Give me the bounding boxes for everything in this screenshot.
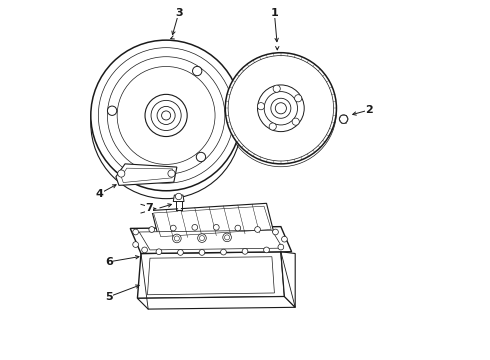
Circle shape <box>199 249 205 255</box>
Polygon shape <box>137 252 285 298</box>
Circle shape <box>156 249 162 255</box>
Circle shape <box>272 229 278 235</box>
Circle shape <box>177 249 183 255</box>
Polygon shape <box>116 164 177 185</box>
Circle shape <box>91 48 242 199</box>
Polygon shape <box>152 203 274 239</box>
Circle shape <box>214 225 219 230</box>
Polygon shape <box>139 230 283 250</box>
Circle shape <box>168 170 175 177</box>
Circle shape <box>149 226 155 232</box>
Polygon shape <box>137 297 295 309</box>
Text: 7: 7 <box>145 203 153 213</box>
Text: 3: 3 <box>175 8 182 18</box>
Circle shape <box>257 103 265 110</box>
Circle shape <box>157 107 175 125</box>
Circle shape <box>269 123 276 130</box>
Circle shape <box>192 225 197 230</box>
Circle shape <box>91 40 242 191</box>
Circle shape <box>235 225 241 231</box>
Circle shape <box>273 85 280 92</box>
Circle shape <box>278 244 284 250</box>
Text: 6: 6 <box>105 257 113 267</box>
Polygon shape <box>173 195 184 202</box>
Text: 4: 4 <box>96 189 104 199</box>
Circle shape <box>220 249 226 255</box>
Circle shape <box>225 53 337 164</box>
Circle shape <box>118 170 125 177</box>
Circle shape <box>196 152 206 162</box>
Circle shape <box>107 106 117 116</box>
Circle shape <box>175 193 182 200</box>
Text: 2: 2 <box>365 105 372 115</box>
Circle shape <box>294 95 302 102</box>
Polygon shape <box>281 252 295 307</box>
Circle shape <box>133 242 139 247</box>
Circle shape <box>242 248 248 254</box>
Circle shape <box>171 225 176 231</box>
Circle shape <box>292 118 299 125</box>
Circle shape <box>264 247 270 253</box>
Text: 1: 1 <box>270 8 278 18</box>
Circle shape <box>339 115 348 123</box>
Circle shape <box>282 236 287 242</box>
Circle shape <box>142 247 147 253</box>
Circle shape <box>197 234 206 242</box>
Circle shape <box>223 233 231 242</box>
Polygon shape <box>130 226 292 253</box>
Text: 5: 5 <box>106 292 113 302</box>
Circle shape <box>133 229 139 235</box>
Circle shape <box>193 66 202 76</box>
Circle shape <box>271 98 291 118</box>
Circle shape <box>255 226 260 232</box>
Circle shape <box>172 234 181 243</box>
